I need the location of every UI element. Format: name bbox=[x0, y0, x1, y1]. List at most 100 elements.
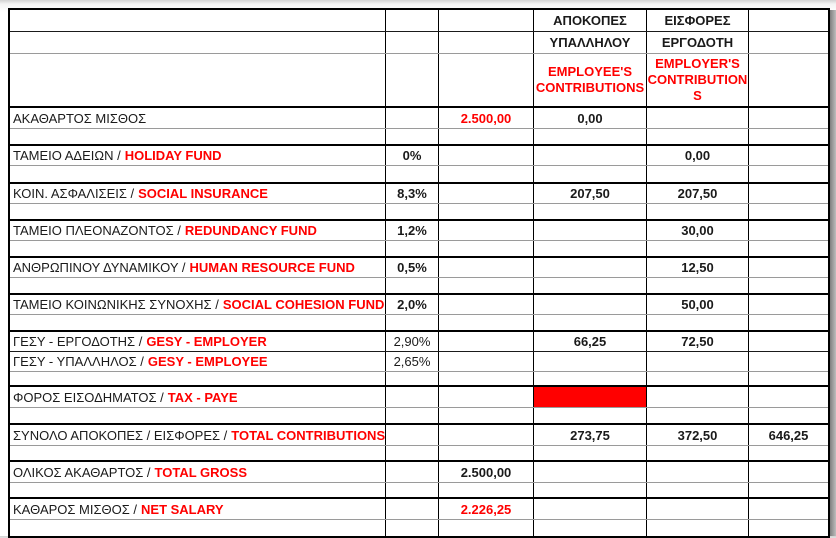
cell-total[interactable] bbox=[749, 108, 828, 128]
header-label-cell[interactable] bbox=[10, 10, 386, 31]
cell-label[interactable]: ΚΑΘΑΡΟΣ ΜΙΣΘΟΣ / NET SALARY bbox=[10, 499, 386, 519]
cell-rate[interactable]: 0% bbox=[386, 146, 439, 165]
cell-rate[interactable]: 2,90% bbox=[386, 332, 439, 351]
cell-employee[interactable] bbox=[534, 462, 647, 482]
cell-total[interactable] bbox=[749, 499, 828, 519]
cell-label[interactable]: ΚΟΙΝ. ΑΣΦΑΛΙΣΕΙΣ / SOCIAL INSURANCE bbox=[10, 184, 386, 203]
empty-row bbox=[10, 277, 828, 293]
header-total-cell[interactable] bbox=[749, 54, 828, 106]
header-employee-contributions[interactable]: EMPLOYEE'S CONTRIBUTIONS bbox=[534, 54, 647, 106]
header-rate-cell[interactable] bbox=[386, 10, 439, 31]
cell-rate[interactable] bbox=[386, 108, 439, 128]
cell-employer[interactable]: 50,00 bbox=[647, 295, 749, 314]
header-amount-cell[interactable] bbox=[439, 54, 534, 106]
empty-cell bbox=[386, 372, 439, 385]
cell-employee[interactable]: 66,25 bbox=[534, 332, 647, 351]
cell-employer[interactable] bbox=[647, 352, 749, 371]
header-employee-greek-2[interactable]: ΥΠΑΛΛΗΛΟΥ bbox=[534, 32, 647, 53]
header-label-cell[interactable] bbox=[10, 54, 386, 106]
header-employer-contributions[interactable]: EMPLOYER'S CONTRIBUTION S bbox=[647, 54, 749, 106]
cell-employer[interactable]: 207,50 bbox=[647, 184, 749, 203]
empty-cell bbox=[439, 372, 534, 385]
cell-total[interactable] bbox=[749, 462, 828, 482]
cell-employee[interactable]: 0,00 bbox=[534, 108, 647, 128]
empty-cell bbox=[534, 241, 647, 256]
header-rate-cell[interactable] bbox=[386, 54, 439, 106]
cell-label[interactable]: ΑΝΘΡΩΠΙΝΟΥ ΔΥΝΑΜΙΚΟΥ / HUMAN RESOURCE FUN… bbox=[10, 258, 386, 277]
cell-amount[interactable] bbox=[439, 258, 534, 277]
header-employee-greek-1[interactable]: ΑΠΟΚΟΠΕΣ bbox=[534, 10, 647, 31]
cell-rate[interactable] bbox=[386, 425, 439, 445]
cell-employee[interactable] bbox=[534, 295, 647, 314]
cell-label[interactable]: ΑΚΑΘΑΡΤΟΣ ΜΙΣΘΟΣ bbox=[10, 108, 386, 128]
cell-employer[interactable]: 0,00 bbox=[647, 146, 749, 165]
empty-cell bbox=[749, 166, 828, 182]
cell-employee[interactable] bbox=[534, 258, 647, 277]
cell-total[interactable] bbox=[749, 332, 828, 351]
cell-employer[interactable]: 12,50 bbox=[647, 258, 749, 277]
cell-rate[interactable]: 2,65% bbox=[386, 352, 439, 371]
cell-amount[interactable] bbox=[439, 352, 534, 371]
cell-employee[interactable] bbox=[534, 221, 647, 240]
cell-rate[interactable] bbox=[386, 387, 439, 407]
cell-label[interactable]: ΓΕΣΥ - ΕΡΓΟΔΟΤΗΣ / GESY - EMPLOYER bbox=[10, 332, 386, 351]
label-english: GESY - EMPLOYER bbox=[146, 334, 267, 349]
tax-paye-highlight-cell[interactable] bbox=[534, 387, 647, 407]
cell-label[interactable]: ΓΕΣΥ - ΥΠΑΛΛΗΛΟΣ / GESY - EMPLOYEE bbox=[10, 352, 386, 371]
cell-label[interactable]: ΤΑΜΕΙΟ ΠΛΕΟΝΑΖΟΝΤΟΣ / REDUNDANCY FUND bbox=[10, 221, 386, 240]
cell-total[interactable] bbox=[749, 352, 828, 371]
cell-rate[interactable] bbox=[386, 462, 439, 482]
cell-amount[interactable]: 2.226,25 bbox=[439, 499, 534, 519]
cell-amount[interactable]: 2.500,00 bbox=[439, 108, 534, 128]
cell-employee[interactable] bbox=[534, 499, 647, 519]
cell-employee[interactable]: 207,50 bbox=[534, 184, 647, 203]
empty-cell bbox=[647, 408, 749, 423]
cell-amount[interactable]: 2.500,00 bbox=[439, 462, 534, 482]
cell-employer[interactable]: 30,00 bbox=[647, 221, 749, 240]
cell-amount[interactable] bbox=[439, 387, 534, 407]
header-total-cell[interactable] bbox=[749, 10, 828, 31]
cell-label[interactable]: ΦΟΡΟΣ ΕΙΣΟΔΗΜΑΤΟΣ / TAX - PAYE bbox=[10, 387, 386, 407]
cell-total[interactable]: 646,25 bbox=[768, 427, 809, 443]
cell-employee[interactable]: 273,75 bbox=[534, 425, 647, 445]
cell-label[interactable]: ΤΑΜΕΙΟ ΚΟΙΝΩΝΙΚΗΣ ΣΥΝΟΧΗΣ / SOCIAL COHESI… bbox=[10, 295, 386, 314]
cell-amount[interactable] bbox=[439, 184, 534, 203]
cell-employer[interactable]: 72,50 bbox=[647, 332, 749, 351]
cell-total[interactable] bbox=[749, 221, 828, 240]
cell-rate[interactable]: 8,3% bbox=[386, 184, 439, 203]
cell-total[interactable] bbox=[749, 258, 828, 277]
cell-amount[interactable] bbox=[439, 332, 534, 351]
empty-cell bbox=[386, 408, 439, 423]
empty-cell bbox=[10, 520, 386, 536]
cell-amount[interactable] bbox=[439, 146, 534, 165]
cell-amount[interactable] bbox=[439, 295, 534, 314]
cell-total[interactable] bbox=[749, 295, 828, 314]
header-employer-greek-1[interactable]: ΕΙΣΦΟΡΕΣ bbox=[647, 10, 749, 31]
cell-employer[interactable] bbox=[647, 499, 749, 519]
cell-rate[interactable]: 0,5% bbox=[386, 258, 439, 277]
header-amount-cell[interactable] bbox=[439, 10, 534, 31]
header-employer-greek-2[interactable]: ΕΡΓΟΔΟΤΗ bbox=[647, 32, 749, 53]
header-total-cell[interactable] bbox=[749, 32, 828, 53]
header-amount-cell[interactable] bbox=[439, 32, 534, 53]
cell-rate[interactable]: 1,2% bbox=[386, 221, 439, 240]
cell-employer[interactable] bbox=[647, 462, 749, 482]
cell-label[interactable]: ΣΥΝΟΛΟ ΑΠΟΚΟΠΕΣ / ΕΙΣΦΟΡΕΣ / TOTAL CONTRI… bbox=[10, 425, 386, 445]
cell-total[interactable] bbox=[749, 387, 828, 407]
header-label-cell[interactable] bbox=[10, 32, 386, 53]
cell-amount[interactable] bbox=[439, 221, 534, 240]
cell-employer[interactable] bbox=[647, 108, 749, 128]
cell-label[interactable]: ΤΑΜΕΙΟ ΑΔΕΙΩΝ / HOLIDAY FUND bbox=[10, 146, 386, 165]
cell-rate[interactable] bbox=[386, 499, 439, 519]
cell-rate[interactable]: 2,0% bbox=[386, 295, 439, 314]
cell-employer[interactable]: 372,50 bbox=[647, 425, 749, 445]
cell-total[interactable] bbox=[749, 184, 828, 203]
cell-employee[interactable] bbox=[534, 352, 647, 371]
cell-employee[interactable] bbox=[534, 146, 647, 165]
label-english: NET SALARY bbox=[141, 501, 224, 517]
cell-employer[interactable] bbox=[647, 387, 749, 407]
cell-total[interactable] bbox=[749, 146, 828, 165]
header-rate-cell[interactable] bbox=[386, 32, 439, 53]
cell-amount[interactable] bbox=[439, 425, 534, 445]
cell-label[interactable]: ΟΛΙΚΟΣ ΑΚΑΘΑΡΤΟΣ / TOTAL GROSS bbox=[10, 462, 386, 482]
